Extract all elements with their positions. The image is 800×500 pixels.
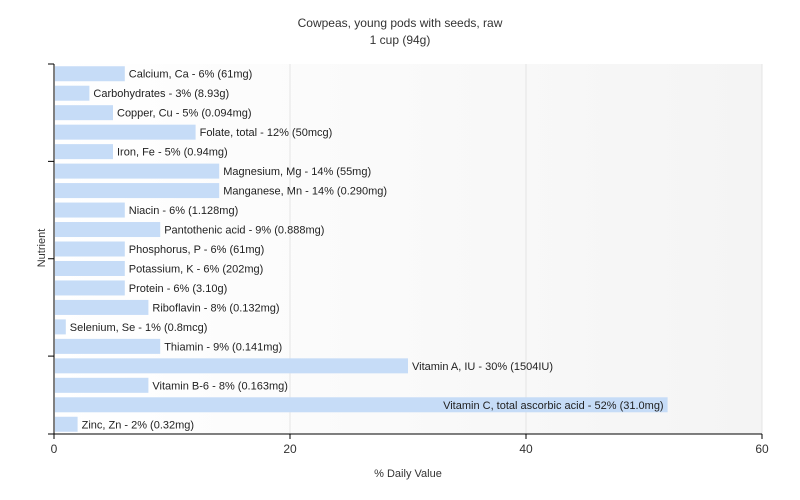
bar <box>55 105 113 121</box>
bar-label: Magnesium, Mg - 14% (55mg) <box>223 166 371 178</box>
bar-label: Protein - 6% (3.10g) <box>129 283 227 295</box>
x-axis-label: % Daily Value <box>374 468 442 480</box>
bar-label: Manganese, Mn - 14% (0.290mg) <box>223 186 387 198</box>
chart-subtitle: 1 cup (94g) <box>370 33 431 47</box>
bar-label: Pantothenic acid - 9% (0.888mg) <box>164 225 324 237</box>
bar-label: Carbohydrates - 3% (8.93g) <box>93 88 229 100</box>
bar <box>55 377 149 393</box>
bars: Calcium, Ca - 6% (61mg) Carbohydrates - 3… <box>55 66 668 432</box>
bar-label: Selenium, Se - 1% (0.8mcg) <box>70 322 208 334</box>
bar-label: Calcium, Ca - 6% (61mg) <box>129 69 252 81</box>
bar <box>55 144 113 160</box>
bar <box>55 163 220 179</box>
bar <box>55 66 125 82</box>
bar <box>55 358 408 374</box>
bar <box>55 222 161 238</box>
chart-title: Cowpeas, young pods with seeds, raw <box>298 16 503 30</box>
bar <box>55 241 125 257</box>
bar-label: Phosphorus, P - 6% (61mg) <box>129 244 265 256</box>
bar <box>55 202 125 218</box>
bar-label: Copper, Cu - 5% (0.094mg) <box>117 108 252 120</box>
x-tick-label: 40 <box>519 442 533 456</box>
bar-label: Vitamin A, IU - 30% (1504IU) <box>412 361 553 373</box>
bar <box>55 183 220 199</box>
bar-label: Thiamin - 9% (0.141mg) <box>164 341 282 353</box>
y-axis-label: Nutrient <box>36 229 48 268</box>
bar-label: Zinc, Zn - 2% (0.32mg) <box>82 419 194 431</box>
bar <box>55 124 196 140</box>
bar-label: Folate, total - 12% (50mcg) <box>200 127 333 139</box>
bar <box>55 319 66 335</box>
bar-label: Potassium, K - 6% (202mg) <box>129 263 263 275</box>
x-tick-label: 60 <box>755 442 769 456</box>
bar <box>55 397 668 413</box>
bar-label: Vitamin B-6 - 8% (0.163mg) <box>152 380 288 392</box>
axes: 0 20 40 60 <box>48 63 769 456</box>
bar <box>55 280 125 296</box>
x-tick-label: 0 <box>51 442 58 456</box>
bar-label: Vitamin C, total ascorbic acid - 52% (31… <box>443 400 664 412</box>
bar-label: Riboflavin - 8% (0.132mg) <box>152 302 279 314</box>
bar <box>55 299 149 315</box>
bar <box>55 416 78 432</box>
x-tick-label: 20 <box>283 442 297 456</box>
bar-label: Iron, Fe - 5% (0.94mg) <box>117 147 228 159</box>
bar-label: Niacin - 6% (1.128mg) <box>129 205 238 217</box>
bar <box>55 260 125 276</box>
bar <box>55 338 161 354</box>
bar <box>55 85 90 101</box>
